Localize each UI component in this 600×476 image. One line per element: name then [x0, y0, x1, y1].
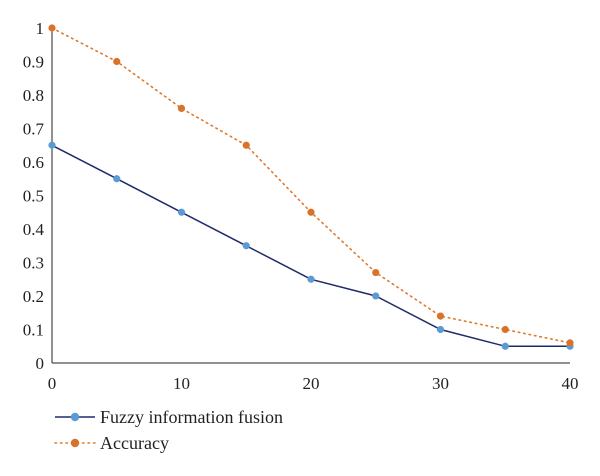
series-0	[48, 141, 574, 350]
x-tick-label: 10	[173, 374, 190, 393]
y-tick-label: 0.9	[23, 53, 44, 72]
y-tick-label: 1	[36, 19, 45, 38]
legend: Fuzzy information fusion Accuracy	[54, 407, 283, 453]
y-tick-label: 0.4	[23, 220, 45, 239]
legend-item-0: Fuzzy information fusion	[55, 407, 283, 427]
data-point	[501, 325, 509, 334]
y-tick-label: 0.7	[23, 120, 45, 139]
x-tick-label: 40	[562, 374, 579, 393]
y-tick-label: 0.2	[23, 287, 44, 306]
y-tick-labels: 0 0.1 0.2 0.3 0.4 0.5 0.6 0.7 0.8 0.9 1	[23, 19, 45, 373]
y-tick-label: 0.1	[23, 321, 44, 340]
y-tick-label: 0.6	[23, 153, 44, 172]
series-line	[51, 144, 570, 348]
data-point	[113, 57, 121, 66]
data-point	[242, 242, 250, 250]
y-tick-label: 0	[36, 354, 45, 373]
y-tick-label: 0.3	[23, 254, 44, 273]
data-point	[48, 24, 56, 32]
data-point	[436, 325, 445, 334]
x-tick-labels: 0 10 20 30 40	[48, 374, 579, 393]
y-tick-label: 0.8	[23, 86, 44, 105]
legend-marker	[70, 438, 80, 448]
data-point	[48, 141, 56, 149]
data-point	[501, 342, 509, 350]
x-tick-label: 30	[432, 374, 449, 393]
axes	[51, 28, 570, 364]
data-point	[372, 292, 380, 300]
data-point	[307, 208, 315, 216]
data-point	[372, 268, 380, 277]
data-point	[113, 175, 121, 183]
x-tick-label: 20	[303, 374, 320, 393]
legend-marker	[70, 412, 80, 422]
legend-label: Fuzzy information fusion	[100, 407, 283, 427]
data-point	[436, 312, 445, 320]
data-point	[566, 339, 574, 347]
series-layer	[48, 24, 574, 350]
y-tick-label: 0.5	[23, 187, 44, 206]
series-1	[48, 24, 574, 347]
data-point	[242, 141, 250, 149]
legend-label: Accuracy	[100, 433, 169, 453]
data-point	[177, 104, 186, 112]
data-point	[177, 208, 186, 216]
legend-item-1: Accuracy	[54, 433, 169, 453]
x-tick-label: 0	[48, 374, 57, 393]
data-point	[307, 275, 315, 283]
